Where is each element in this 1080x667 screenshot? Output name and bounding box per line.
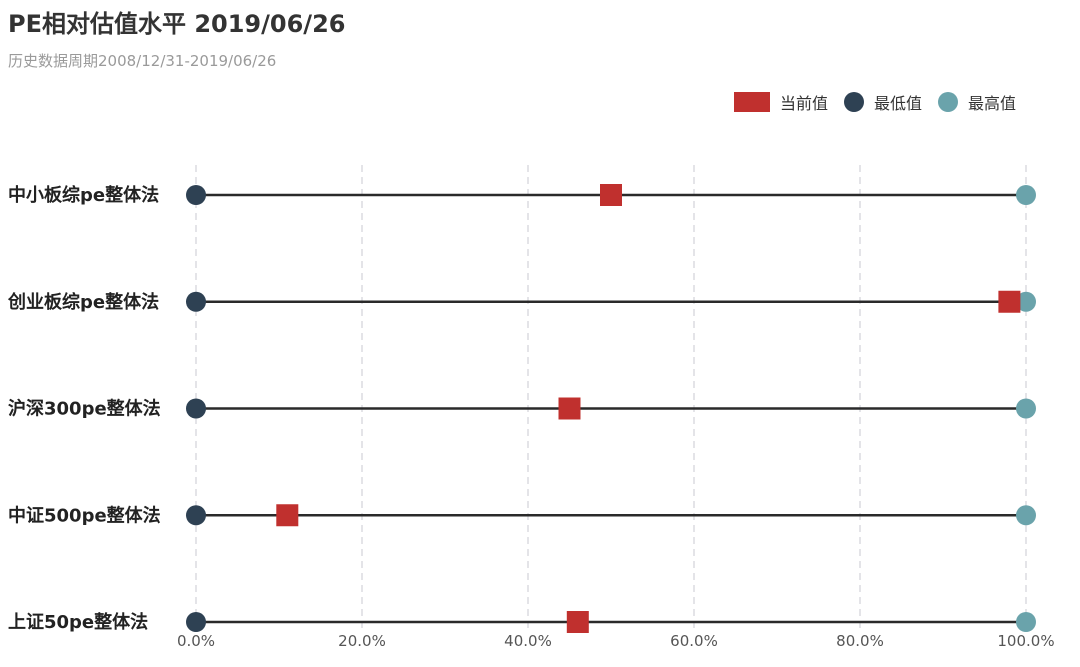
- min-point: [186, 291, 206, 312]
- min-point: [186, 398, 206, 419]
- legend-item-min: 最低值: [843, 90, 922, 114]
- legend-swatch-current: [733, 92, 770, 112]
- x-tick-label: 60.0%: [670, 632, 718, 650]
- max-point: [1016, 612, 1036, 632]
- category-label: 沪深300pe整体法: [8, 398, 161, 420]
- chart-title: PE相对估值水平 2019/06/26: [8, 10, 346, 38]
- x-tick-label: 0.0%: [177, 632, 215, 650]
- max-point: [1016, 505, 1036, 526]
- x-tick-label: 80.0%: [836, 632, 884, 650]
- legend: 当前值 最低值 最高值: [728, 90, 1016, 114]
- legend-label-min: 最低值: [873, 94, 922, 113]
- max-point: [1016, 185, 1036, 205]
- legend-swatch-max: [937, 92, 958, 112]
- legend-label-max: 最高值: [967, 94, 1016, 113]
- current-point: [998, 290, 1021, 313]
- x-tick-label: 20.0%: [338, 632, 386, 650]
- legend-item-current: 当前值: [733, 90, 828, 114]
- legend-item-max: 最高值: [937, 90, 1016, 114]
- chart-subtitle: 历史数据周期2008/12/31-2019/06/26: [8, 52, 277, 70]
- legend-label-current: 当前值: [779, 94, 828, 113]
- x-tick-label: 40.0%: [504, 632, 552, 650]
- category-label: 创业板综pe整体法: [7, 291, 159, 313]
- current-point: [558, 397, 581, 420]
- legend-swatch-min: [843, 92, 864, 112]
- current-point: [600, 184, 622, 206]
- category-label: 中小板综pe整体法: [8, 184, 159, 206]
- min-point: [186, 612, 206, 632]
- category-label: 中证500pe整体法: [8, 504, 161, 526]
- current-point: [276, 504, 299, 527]
- max-point: [1016, 398, 1036, 419]
- current-point: [566, 611, 589, 633]
- min-point: [186, 505, 206, 526]
- min-point: [186, 185, 206, 205]
- max-point: [1016, 291, 1036, 312]
- category-label: 上证50pe整体法: [8, 611, 148, 633]
- x-tick-label: 100.0%: [997, 632, 1054, 650]
